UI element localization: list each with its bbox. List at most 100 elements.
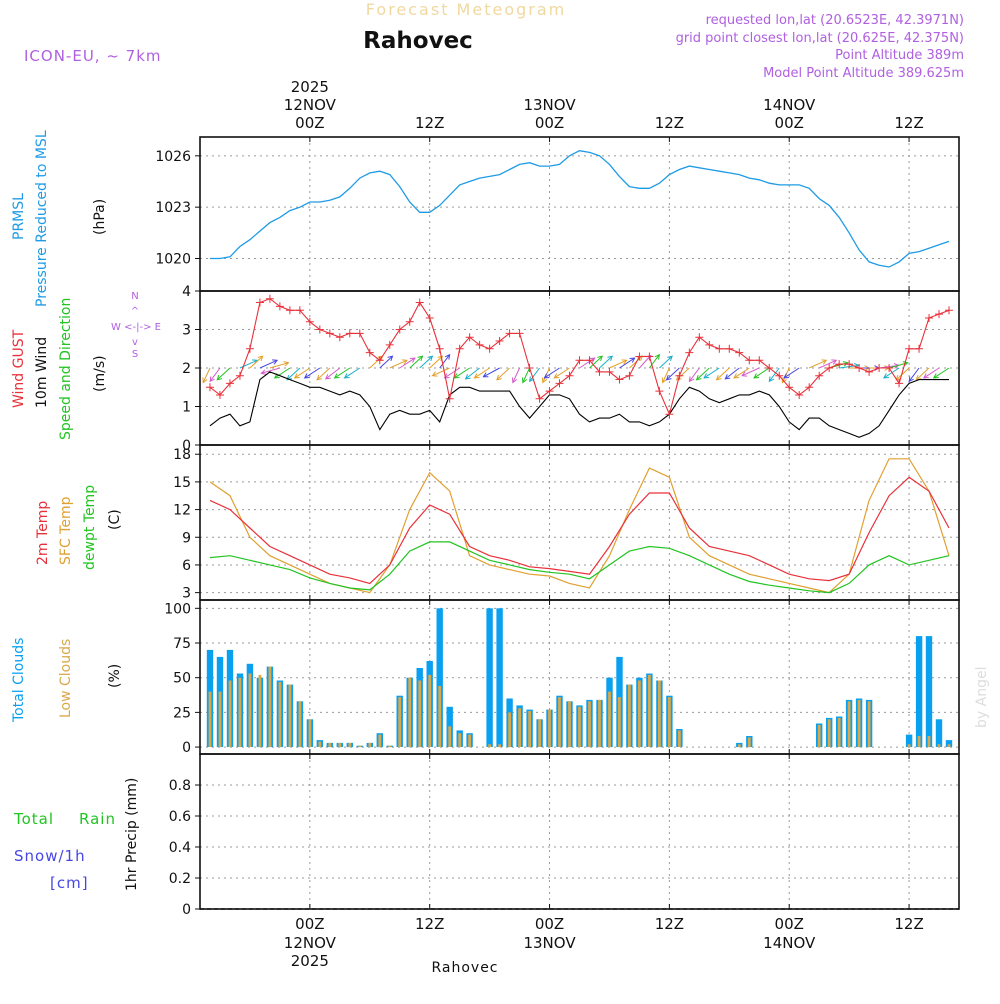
panel-3 bbox=[195, 599, 960, 755]
ytick-label-3-2: 50 bbox=[173, 671, 191, 687]
bottom-year-label: 2025 bbox=[291, 952, 329, 970]
gust-marker-67 bbox=[875, 364, 884, 372]
wind-arrowhead-49 bbox=[688, 376, 695, 383]
ytick-label-0-2: 1026 bbox=[155, 149, 191, 165]
low-cloud-bar-22 bbox=[428, 674, 432, 747]
wind-arrowhead-72 bbox=[915, 374, 922, 381]
temperature-panel-label: 2m Temp SFC Temp dewpt Temp (C) bbox=[35, 485, 123, 570]
gust-marker-36 bbox=[565, 371, 574, 380]
low-cloud-bar-19 bbox=[398, 697, 402, 747]
low-cloud-bar-53 bbox=[737, 744, 741, 748]
wind-arrow-38 bbox=[589, 355, 603, 369]
gust-marker-9 bbox=[295, 306, 304, 315]
ytick-label-2-3: 12 bbox=[173, 503, 191, 519]
low-cloud-bar-1 bbox=[218, 691, 222, 748]
wind-arrowhead-68 bbox=[902, 361, 909, 367]
model-point-altitude: Model Point Altitude 389.625m bbox=[763, 66, 964, 81]
low-cloud-bar-3 bbox=[238, 677, 242, 748]
wind-arrowhead-38 bbox=[597, 355, 603, 362]
gust-marker-24 bbox=[445, 394, 454, 403]
wind-arrow-33 bbox=[529, 367, 540, 382]
dewpt-temp-label: dewpt Temp bbox=[82, 485, 98, 570]
gust-marker-20 bbox=[405, 317, 414, 326]
wind-arrowhead-44 bbox=[654, 353, 660, 360]
low-cloud-bar-39 bbox=[598, 699, 601, 748]
ytick-label-1-2: 2 bbox=[182, 361, 191, 377]
gust-marker-35 bbox=[555, 379, 564, 388]
gust-marker-12 bbox=[325, 329, 334, 338]
bottom-date-label-4: 14NOV bbox=[763, 934, 816, 952]
gust-marker-38 bbox=[585, 356, 594, 365]
wind-arrow-10 bbox=[294, 367, 311, 379]
ytick-label-1-3: 3 bbox=[182, 323, 191, 339]
wind-arrowhead-0 bbox=[202, 377, 208, 384]
wind-arrowhead-33 bbox=[529, 376, 535, 383]
low-cloud-bar-5 bbox=[258, 674, 262, 747]
wind-arrowhead-41 bbox=[629, 357, 636, 363]
low-cloud-bar-33 bbox=[538, 719, 541, 747]
low-cloud-bar-41 bbox=[618, 697, 621, 747]
wind-arrowhead-36 bbox=[553, 373, 560, 379]
gust-marker-50 bbox=[705, 340, 714, 349]
wind-arrow-11 bbox=[304, 367, 321, 379]
low-cloud-bar-21 bbox=[418, 680, 422, 748]
wind-arrowhead-60 bbox=[821, 359, 828, 365]
gust-marker-46 bbox=[665, 410, 674, 419]
ytick-label-2-5: 18 bbox=[173, 447, 191, 463]
ytick-label-1-1: 1 bbox=[182, 400, 191, 416]
gust-marker-10 bbox=[305, 317, 314, 326]
gust-marker-73 bbox=[935, 310, 944, 319]
wind-arrow-40 bbox=[609, 359, 627, 369]
wind-arrowhead-4 bbox=[257, 355, 264, 362]
gust-marker-69 bbox=[895, 379, 904, 388]
wind-arrowhead-46 bbox=[661, 377, 667, 384]
wind-arrow-32 bbox=[522, 367, 531, 383]
top-date-label-2: 13NOV bbox=[523, 96, 576, 114]
top-year-label: 2025 bbox=[291, 78, 329, 96]
gust-marker-17 bbox=[375, 356, 384, 365]
total-cloud-bar-29 bbox=[496, 608, 503, 747]
low-cloud-bar-14 bbox=[348, 742, 352, 748]
bottom-time-label-4: 00Z bbox=[775, 915, 804, 933]
wind-arrowhead-2 bbox=[216, 374, 223, 381]
wind-arrow-5 bbox=[259, 359, 278, 369]
gust-marker-44 bbox=[645, 352, 654, 361]
low-cloud-bar-34 bbox=[548, 709, 551, 748]
total-cloud-bar-73 bbox=[935, 719, 943, 747]
bottom-date-label-0: 12NOV bbox=[284, 934, 337, 952]
wind-arrow-0 bbox=[202, 367, 211, 383]
prmsl-label: PRMSL bbox=[11, 193, 27, 240]
low-cloud-bar-11 bbox=[318, 741, 322, 747]
top-time-label-1: 12Z bbox=[415, 114, 444, 132]
gust-marker-27 bbox=[475, 340, 484, 349]
wind-arrow-43 bbox=[639, 355, 652, 369]
wind-unit-label: (m/s) bbox=[92, 355, 108, 392]
point-altitude: Point Altitude 389m bbox=[835, 48, 964, 63]
wind-arrowhead-51 bbox=[703, 373, 710, 379]
low-cloud-bar-8 bbox=[288, 684, 292, 747]
wind-arrowhead-17 bbox=[387, 355, 394, 362]
ytick-label-1-4: 4 bbox=[182, 284, 191, 300]
bottom-date-label-2: 13NOV bbox=[523, 934, 576, 952]
bottom-time-label-5: 12Z bbox=[894, 915, 923, 933]
wind-arrow-36 bbox=[554, 367, 570, 379]
gust-marker-53 bbox=[735, 348, 744, 357]
total-clouds-label: Total Clouds bbox=[11, 638, 27, 723]
low-cloud-bar-43 bbox=[638, 680, 641, 748]
low-cloud-bar-17 bbox=[378, 734, 382, 748]
cloud-panel-label: Total Clouds Low Clouds (%) bbox=[11, 638, 123, 723]
gust-marker-70 bbox=[905, 344, 914, 353]
ytick-label-3-1: 25 bbox=[173, 705, 191, 721]
dewpt-line bbox=[209, 541, 950, 594]
wind-arrowhead-11 bbox=[303, 373, 310, 379]
wind-arrow-56 bbox=[753, 367, 770, 379]
low-cloud-bar-47 bbox=[678, 730, 681, 747]
wind-arrowhead-29 bbox=[482, 372, 489, 378]
low-cloud-bar-31 bbox=[518, 708, 521, 747]
compass-south: S bbox=[132, 349, 138, 360]
gust-marker-3 bbox=[235, 371, 244, 380]
wind-arrowhead-23 bbox=[444, 353, 451, 360]
low-cloud-bar-6 bbox=[268, 666, 272, 748]
low-cloud-bar-62 bbox=[827, 719, 831, 747]
